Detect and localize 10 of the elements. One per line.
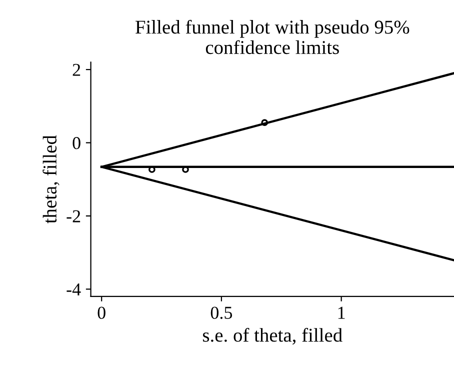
x-axis-title: s.e. of theta, filled <box>203 328 342 345</box>
y-axis-title: theta, filled <box>42 135 60 224</box>
chart-title: Filled funnel plot with pseudo 95% confidence limits <box>136 20 410 54</box>
y-tick-label: -2 <box>66 210 80 222</box>
y-tick-label: 2 <box>72 64 80 76</box>
x-tick-label: 0.5 <box>210 306 232 319</box>
y-tick-label: 0 <box>72 136 80 150</box>
x-tick-label: 0 <box>98 306 106 319</box>
y-tick-label: -4 <box>66 284 81 296</box>
x-tick-label: 1 <box>338 306 345 319</box>
